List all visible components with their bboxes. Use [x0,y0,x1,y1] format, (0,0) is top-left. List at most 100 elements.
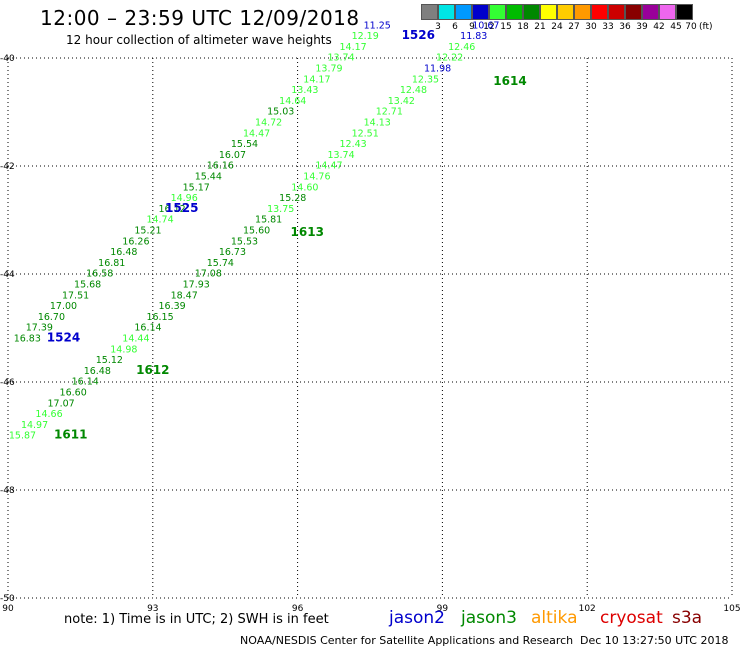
satellite-name: jason2 [389,608,445,628]
color-scale-label: 24 [551,22,563,32]
lat-tick-label: -40 [0,54,15,64]
wave-height-value: 13.79 [315,64,342,75]
lon-tick-label: 105 [723,604,740,614]
wave-height-value: 14.66 [35,409,62,420]
color-scale-label: 45 [670,22,682,32]
pass-number-label: 1612 [136,363,169,377]
wave-height-value: 13.74 [327,150,354,161]
color-swatch [659,4,676,20]
wave-height-value: 11.98 [424,64,451,75]
wave-height-value: 14.98 [110,344,137,355]
generation-timestamp: Dec 10 13:27:50 UTC 2018 [580,634,729,647]
wave-height-value: 15.60 [243,226,270,237]
wave-height-value: 13.75 [267,204,294,215]
wave-height-value: 16.14 [134,323,161,334]
wave-height-value: 14.64 [279,96,306,107]
wave-height-value: 17.08 [195,269,222,280]
wave-height-value: 15.28 [279,193,306,204]
wave-height-value: 15.87 [9,431,36,442]
color-swatch [591,4,608,20]
wave-height-value: 16.83 [14,334,41,345]
wave-height-value: 12.35 [412,74,439,85]
wave-height-value: 16.14 [72,377,99,388]
color-swatch [540,4,557,20]
wave-height-value: 11.83 [460,31,487,42]
wave-height-value: 14.17 [340,42,367,53]
footer-note: note: 1) Time is in UTC; 2) SWH is in fe… [64,612,329,627]
wave-height-value: 14.44 [122,334,149,345]
satellite-name: cryosat [600,608,663,628]
lat-tick-label: -50 [0,594,15,604]
wave-height-value: 16.26 [122,236,149,247]
color-scale-label: 15 [500,22,512,32]
color-swatch [574,4,591,20]
pass-number-label: 1614 [493,74,526,88]
satellite-name: jason3 [461,608,517,628]
wave-height-value: 16.48 [110,247,137,258]
wave-height-value: 14.76 [303,172,330,183]
lat-tick-label: -44 [0,270,15,280]
color-scale-label: 70 [685,22,697,32]
wave-height-value: 12.22 [436,53,463,64]
color-swatch [472,4,489,20]
wave-height-value: 14.96 [171,193,198,204]
wave-height-value: 17.93 [183,280,210,291]
pass-number-label: 1526 [402,28,435,42]
color-swatch [608,4,625,20]
wave-height-value: 11.25 [364,20,391,31]
color-scale-label: 33 [602,22,614,32]
wave-height-value: 12.46 [448,42,475,53]
wave-height-value: 14.17 [303,74,330,85]
wave-height-value: 14.72 [255,118,282,129]
wave-height-value: 14.74 [146,215,173,226]
wave-height-value: 16.39 [159,301,186,312]
color-swatch [625,4,642,20]
color-scale-label: 39 [636,22,648,32]
wave-height-value: 15.68 [74,280,101,291]
wave-height-value: 15.54 [231,139,258,150]
color-swatch [523,4,540,20]
lon-tick-label: 90 [2,604,14,614]
wave-height-value: 12.19 [352,31,379,42]
pass-number-label: 1613 [291,225,324,239]
color-scale-unit: (ft) [699,22,713,32]
color-scale-label: 12 [483,22,495,32]
wave-height-value: 16.58 [86,269,113,280]
pass-number-label: 1525 [165,201,198,215]
color-scale-label: 21 [534,22,546,32]
wave-height-value: 15.81 [255,215,282,226]
wave-height-value: 16.12 [159,204,186,215]
wave-height-value: 16.70 [38,312,65,323]
wave-height-value: 15.17 [183,182,210,193]
satellite-name: s3a [672,608,703,628]
color-swatch [506,4,523,20]
color-swatch [676,4,693,20]
pass-number-label: 1611 [54,428,87,442]
wave-height-value: 12.71 [376,107,403,118]
color-swatch [489,4,506,20]
wave-height-value: 15.21 [134,226,161,237]
wave-height-value: 10.67 [472,20,499,31]
wave-height-value: 12.48 [400,85,427,96]
color-scale-label: 6 [452,22,458,32]
color-scale-label: 9 [469,22,475,32]
altimeter-tracks: 15.8714.9714.6617.0716.6016.1416.4815.12… [9,20,527,441]
wave-height-value: 15.03 [267,107,294,118]
satellite-name: altika [531,608,578,628]
wave-height-value: 16.16 [207,161,234,172]
color-swatch [557,4,574,20]
wave-height-value: 13.42 [388,96,415,107]
wave-height-value: 18.47 [171,290,198,301]
lon-tick-label: 96 [292,604,304,614]
wave-height-value: 15.74 [207,258,234,269]
wave-height-value: 16.60 [60,388,87,399]
wave-height-value: 17.00 [50,301,77,312]
wave-height-value: 13.43 [291,85,318,96]
wave-height-value: 14.13 [364,118,391,129]
page-subtitle: 12 hour collection of altimeter wave hei… [66,33,332,47]
wave-height-value: 12.51 [352,128,379,139]
pass-number-label: 1524 [47,331,80,345]
wave-height-value: 16.81 [98,258,125,269]
wave-height-value: 14.47 [315,161,342,172]
